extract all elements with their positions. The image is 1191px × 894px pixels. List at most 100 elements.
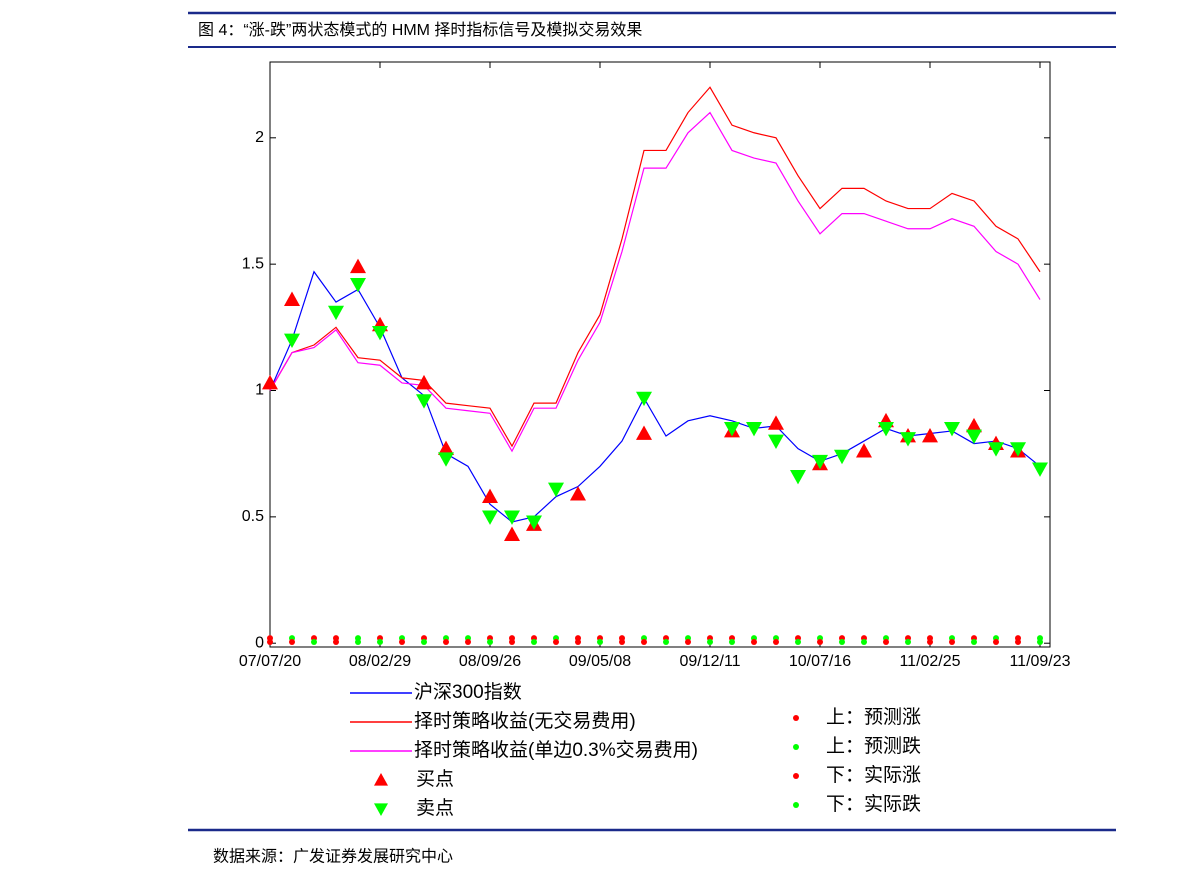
buy-marker bbox=[570, 486, 586, 501]
legend-swatch bbox=[793, 802, 799, 808]
buy-marker bbox=[922, 427, 938, 443]
legend-swatch bbox=[793, 715, 799, 721]
legend-label: 下：实际涨 bbox=[826, 764, 921, 786]
signal-dot bbox=[531, 638, 537, 645]
buy-marker bbox=[504, 526, 520, 541]
sell-marker bbox=[834, 449, 850, 465]
signal-dot bbox=[927, 638, 933, 645]
signal-dot bbox=[883, 638, 889, 645]
signal-dot bbox=[751, 638, 757, 645]
buy-marker bbox=[856, 443, 872, 458]
legend-label: 择时策略收益(单边0.3%交易费用) bbox=[414, 739, 698, 761]
signal-dot bbox=[553, 638, 559, 645]
x-tick-label: 10/07/16 bbox=[789, 653, 851, 670]
sell-marker bbox=[416, 394, 432, 409]
y-tick-label: 2 bbox=[255, 129, 264, 146]
signal-dot bbox=[861, 638, 867, 645]
series-line bbox=[269, 111, 1041, 453]
sell-marker bbox=[790, 470, 806, 485]
buy-marker bbox=[262, 374, 278, 390]
sell-marker bbox=[350, 277, 366, 293]
sell-marker bbox=[504, 510, 520, 525]
x-tick-label: 11/09/23 bbox=[1009, 653, 1070, 670]
signal-dot bbox=[267, 638, 273, 645]
y-tick-label: 0 bbox=[255, 634, 264, 651]
sell-marker bbox=[284, 333, 300, 348]
sell-marker bbox=[548, 482, 564, 498]
signal-dot bbox=[993, 638, 999, 645]
legend-swatch bbox=[374, 773, 388, 786]
signal-dot bbox=[619, 638, 625, 645]
x-tick-label: 09/12/11 bbox=[679, 653, 740, 670]
signal-dot bbox=[685, 638, 691, 645]
sell-marker bbox=[966, 429, 982, 444]
signal-dot bbox=[575, 638, 581, 645]
signal-dot bbox=[905, 638, 911, 645]
signal-dot bbox=[663, 638, 669, 645]
legend-label: 下：实际跌 bbox=[826, 793, 921, 815]
legend-label: 卖点 bbox=[416, 797, 454, 819]
signal-dot bbox=[707, 638, 713, 645]
sell-marker bbox=[636, 391, 652, 407]
source-note: 数据来源：广发证券发展研究中心 bbox=[213, 847, 453, 866]
x-tick-label: 08/09/26 bbox=[459, 653, 521, 670]
sell-marker bbox=[1032, 462, 1048, 477]
sell-marker bbox=[526, 515, 542, 530]
sell-marker bbox=[878, 422, 894, 437]
plot-frame bbox=[269, 61, 1051, 648]
legend-label: 上：预测涨 bbox=[826, 706, 921, 728]
x-tick-label: 09/05/08 bbox=[569, 653, 631, 670]
y-tick-label: 1 bbox=[255, 382, 264, 399]
signal-dot bbox=[289, 638, 295, 645]
signal-dot bbox=[795, 638, 801, 645]
legend-label: 买点 bbox=[416, 768, 454, 790]
buy-marker bbox=[350, 258, 366, 274]
x-tick-label: 07/07/20 bbox=[239, 653, 301, 670]
sell-marker bbox=[438, 452, 454, 467]
figure-caption: 图 4：“涨-跌”两状态模式的 HMM 择时指标信号及模拟交易效果 bbox=[198, 21, 642, 39]
signal-dot bbox=[949, 638, 955, 645]
signal-dot bbox=[509, 638, 515, 645]
buy-marker bbox=[966, 417, 982, 433]
signal-dot bbox=[729, 638, 735, 645]
signal-dot bbox=[399, 638, 405, 645]
sell-marker bbox=[482, 510, 498, 525]
buy-marker bbox=[416, 374, 432, 390]
legend-label: 上：预测跌 bbox=[826, 735, 921, 757]
y-tick-label: 0.5 bbox=[242, 508, 264, 525]
signal-dot bbox=[641, 638, 647, 645]
legend-swatch bbox=[793, 744, 799, 750]
y-tick-label: 1.5 bbox=[242, 255, 264, 272]
legend-swatch bbox=[374, 803, 388, 816]
buy-marker bbox=[636, 425, 652, 440]
signal-dot bbox=[355, 638, 361, 645]
sell-marker bbox=[988, 442, 1004, 457]
signal-dot bbox=[421, 638, 427, 645]
sell-marker bbox=[372, 325, 388, 341]
signal-dot bbox=[971, 638, 977, 645]
x-tick-label: 11/02/25 bbox=[899, 653, 960, 670]
signal-dot bbox=[487, 638, 493, 645]
buy-marker bbox=[438, 440, 454, 456]
sell-marker bbox=[900, 432, 916, 447]
legend-label: 沪深300指数 bbox=[414, 681, 522, 703]
buy-marker bbox=[768, 415, 784, 430]
signal-dot bbox=[839, 638, 845, 645]
legend-swatch bbox=[793, 773, 799, 779]
sell-marker bbox=[812, 454, 828, 470]
series-line bbox=[269, 86, 1041, 448]
sell-marker bbox=[724, 422, 740, 437]
sell-marker bbox=[1010, 442, 1026, 457]
signal-dot bbox=[333, 638, 339, 645]
legend-label: 择时策略收益(无交易费用) bbox=[414, 710, 636, 732]
sell-marker bbox=[328, 305, 344, 321]
signal-dot bbox=[817, 638, 823, 645]
signal-dot bbox=[311, 638, 317, 645]
signal-dot bbox=[443, 638, 449, 645]
signal-dot bbox=[1037, 638, 1043, 645]
series-line bbox=[269, 270, 1041, 523]
x-tick-label: 08/02/29 bbox=[349, 653, 411, 670]
signal-dot bbox=[773, 638, 779, 645]
signal-dot bbox=[1015, 638, 1021, 645]
